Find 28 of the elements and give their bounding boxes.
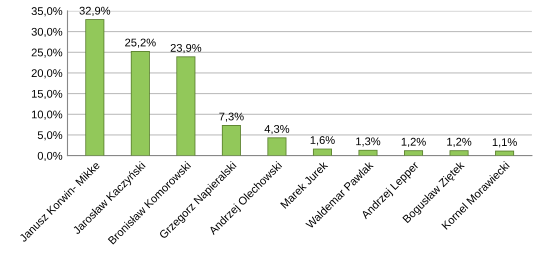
bar [130,51,150,156]
bar [358,150,378,156]
bar [312,148,332,156]
data-label: 23,9% [170,44,202,54]
y-tick-label: 5,0% [38,131,62,140]
y-tick-label: 15,0% [32,90,62,100]
bar [495,150,514,156]
y-tick-label: 35,0% [32,7,62,16]
data-label: 7,3% [219,112,244,122]
data-label: 1,1% [492,138,517,148]
bar [450,150,469,156]
data-label: 1,6% [310,136,335,146]
bar [176,56,196,156]
bar [222,125,241,156]
data-label: 4,3% [264,124,290,134]
data-label: 1,2% [402,138,426,147]
y-tick-label: 0,0% [38,152,62,162]
data-label: 32,9% [79,6,110,16]
y-tick-label: 25,0% [32,48,62,58]
bar [267,137,286,156]
y-tick-label: 20,0% [32,69,62,78]
bar [404,150,424,156]
data-label: 25,2% [125,38,156,48]
data-label: 1,3% [356,137,380,147]
y-tick-label: 30,0% [32,28,62,38]
y-tick-label: 10,0% [32,110,62,120]
data-label: 1,2% [447,138,472,147]
bar [85,19,104,156]
